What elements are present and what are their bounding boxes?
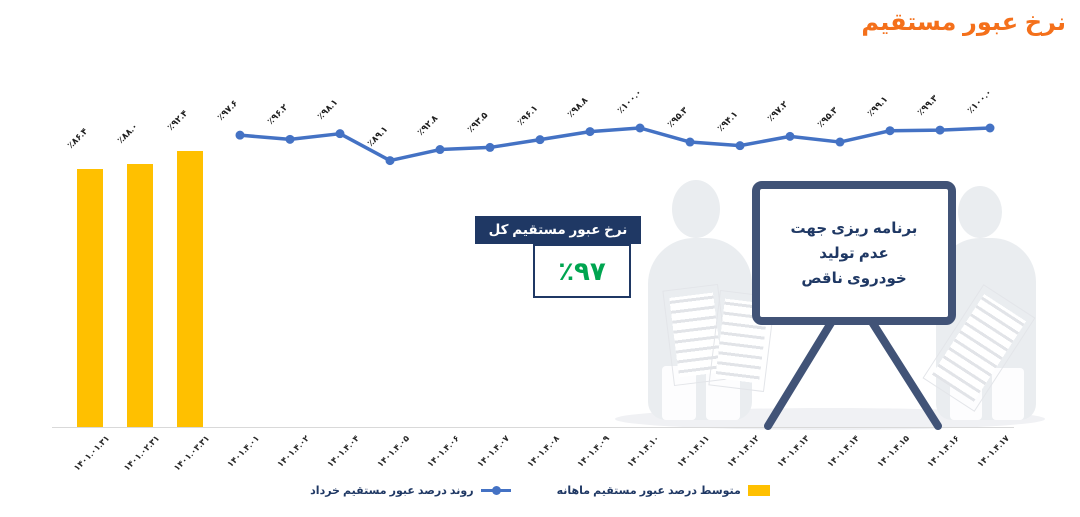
- legend-line-dot: [491, 486, 501, 495]
- line-value-label: ٪۹۷.۶: [215, 98, 240, 123]
- x-axis-label: ۱۴۰۱.۴.۱۴: [824, 433, 862, 470]
- bar-monthly-average: [177, 150, 203, 427]
- line-value-label: ٪۹۹.۳: [915, 93, 940, 118]
- line-data-point: [285, 134, 295, 144]
- x-axis-label: ۱۴۰۱.۰۲.۳۱: [121, 433, 162, 473]
- line-data-point: [635, 123, 645, 133]
- line-value-label: ٪۹۹.۱: [865, 93, 890, 118]
- line-value-label: ٪۹۵.۳: [665, 104, 690, 130]
- bar-monthly-average: [127, 163, 153, 427]
- x-axis-label: ۱۴۰۱.۴.۱۰: [624, 433, 662, 470]
- line-value-label: ٪۹۳.۵: [465, 110, 490, 135]
- legend-line-marker-icon: [480, 486, 511, 495]
- x-axis-label: ۱۴۰۱.۰۱.۳۱: [71, 433, 112, 473]
- bar-value-label: ٪۸۸.۰: [115, 120, 140, 146]
- line-value-label: ٪۹۷.۲: [765, 99, 790, 124]
- x-axis-label: ۱۴۰۱.۴.۰۱: [224, 433, 262, 470]
- line-data-point: [435, 145, 445, 155]
- line-data-point: [735, 141, 745, 151]
- line-value-label: ٪۹۸.۸: [565, 94, 590, 119]
- bar-value-label: ٪۹۲.۴: [165, 107, 190, 133]
- page-title: نرخ عبور مستقیم: [861, 9, 1066, 36]
- x-axis-label: ۱۴۰۱.۴.۰۹: [574, 433, 612, 470]
- legend-label: متوسط درصد عبور مستقیم ماهانه: [556, 485, 741, 497]
- line-value-label: ٪۱۰۰.۰: [615, 87, 644, 116]
- whiteboard-text-line: برنامه ریزی جهت: [790, 220, 918, 237]
- x-axis-label: ۱۴۰۱.۴.۰۸: [524, 433, 562, 470]
- line-value-label: ٪۹۸.۱: [315, 96, 340, 121]
- line-data-point: [935, 125, 945, 135]
- line-data-point: [835, 137, 845, 147]
- x-axis-label: ۱۴۰۱.۴.۰۵: [374, 433, 412, 470]
- total-rate-callout: نرخ عبور مستقیم کل ٪۹۷: [475, 216, 641, 298]
- x-axis-label: ۱۴۰۱.۴.۱۵: [874, 433, 912, 470]
- line-data-point: [985, 123, 995, 133]
- watermark-person-head: [958, 186, 1002, 238]
- line-data-point: [235, 130, 245, 140]
- x-axis-label: ۱۴۰۱.۴.۰۴: [324, 433, 362, 470]
- line-value-label: ٪۹۶.۱: [515, 102, 540, 127]
- x-axis-label: ۱۴۰۱.۴.۱۶: [924, 433, 962, 470]
- line-series-path: [238, 126, 992, 163]
- line-value-label: ٪۹۵.۳: [815, 104, 840, 130]
- line-value-label: ٪۹۶.۲: [265, 102, 290, 127]
- line-data-point: [785, 131, 795, 141]
- whiteboard-text-line: عدم تولید: [819, 245, 889, 262]
- line-value-label: ٪۹۴.۱: [715, 108, 740, 133]
- x-axis-label: ۱۴۰۱.۴.۱۳: [774, 433, 812, 470]
- legend-bar-swatch-icon: [747, 485, 770, 496]
- x-axis-label: ۱۴۰۱.۴.۰۲: [274, 433, 312, 470]
- whiteboard-text-line: خودروی ناقص: [801, 270, 907, 287]
- x-axis-label: ۱۴۰۱.۰۳.۳۱: [171, 433, 212, 473]
- legend-label: روند درصد عبور مستقیم خرداد: [310, 485, 474, 497]
- whiteboard-annotation: برنامه ریزی جهت عدم تولید خودروی ناقص: [752, 181, 956, 325]
- legend-item: روند درصد عبور مستقیم خرداد: [310, 484, 511, 497]
- legend-item: متوسط درصد عبور مستقیم ماهانه: [557, 484, 770, 497]
- x-axis-label: ۱۴۰۱.۴.۰۷: [474, 433, 512, 470]
- line-value-label: ٪۱۰۰.۰: [965, 87, 994, 116]
- x-axis-label: ۱۴۰۱.۴.۱۱: [674, 433, 712, 470]
- bar-monthly-average: [77, 168, 103, 427]
- line-value-label: ٪۸۹.۱: [365, 123, 390, 148]
- watermark-person-head: [672, 180, 720, 238]
- x-axis-label: ۱۴۰۱.۴.۱۲: [724, 433, 762, 470]
- line-data-point: [485, 142, 495, 152]
- total-rate-value: ٪۹۷: [533, 244, 631, 298]
- total-rate-header: نرخ عبور مستقیم کل: [475, 216, 641, 244]
- line-data-point: [885, 126, 895, 136]
- chart-legend: متوسط درصد عبور مستقیم ماهانه روند درصد ع…: [0, 484, 1080, 497]
- line-value-label: ٪۹۲.۸: [415, 112, 440, 137]
- line-data-point: [385, 156, 395, 166]
- line-data-point: [685, 137, 695, 147]
- line-data-point: [585, 127, 595, 137]
- x-axis-label: ۱۴۰۱.۴.۱۷: [974, 433, 1012, 470]
- bar-value-label: ٪۸۶.۴: [65, 125, 90, 150]
- x-axis-label: ۱۴۰۱.۴.۰۶: [424, 433, 462, 470]
- x-axis-line: [52, 427, 1014, 428]
- line-data-point: [335, 129, 345, 139]
- line-data-point: [535, 135, 545, 145]
